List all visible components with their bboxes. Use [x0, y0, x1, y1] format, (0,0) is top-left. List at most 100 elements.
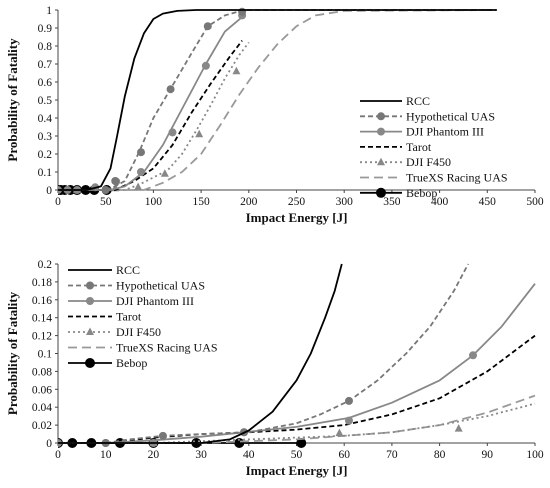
- y-tick-label: 0: [46, 438, 52, 450]
- y-axis-label: Probability of Fatality: [5, 291, 20, 415]
- y-tick-label: 0.08: [32, 366, 52, 378]
- y-tick-label: 0.1: [38, 167, 53, 179]
- y-tick-label: 0.9: [38, 23, 53, 35]
- data-point-dji-phantom-iii: [201, 61, 210, 70]
- legend-label-truexs-racing-uas: TrueXS Racing UAS: [116, 341, 218, 355]
- series-line-dji-phantom-iii: [58, 14, 245, 191]
- series-line-tarot: [58, 40, 243, 191]
- legend-label-truexs-racing-uas: TrueXS Racing UAS: [406, 171, 508, 185]
- legend-label-hypothetical-uas: Hypothetical UAS: [406, 109, 495, 123]
- chart-panel-1: 0 50 100 150 200 250 300 350 400 450 500 0 0.1 0.2 0.3…: [5, 5, 544, 225]
- series-line-dji-f450: [58, 41, 250, 191]
- data-point-hypothetical-uas: [111, 177, 120, 185]
- legend-marker-bebop: [85, 358, 95, 368]
- series-line-tarot: [58, 334, 536, 444]
- series-dji-f450: [58, 41, 250, 193]
- y-tick-label: 0: [46, 185, 52, 197]
- y-tick-label: 0.02: [32, 420, 52, 432]
- legend-marker-dji-phantom-iii: [86, 297, 94, 305]
- data-point-hypothetical-uas: [238, 7, 247, 16]
- x-tick-label: 250: [288, 196, 306, 208]
- legend-marker-bebop: [376, 187, 386, 198]
- legend-label-dji-f450: DJI F450: [406, 155, 451, 169]
- legend-label-rcc: RCC: [116, 263, 140, 277]
- x-tick-label: 70: [386, 449, 398, 461]
- x-tick-label: 200: [240, 196, 258, 208]
- data-point-bebop: [234, 438, 245, 448]
- x-tick-label: 400: [431, 196, 449, 208]
- legend-marker-hypothetical-uas: [377, 112, 385, 121]
- series-line-hypothetical-uas: [58, 263, 469, 444]
- data-point-dji-f450: [195, 129, 204, 138]
- y-axis-label: Probability of Fatality: [5, 38, 20, 162]
- x-tick-label: 450: [479, 196, 497, 208]
- data-point-dji-f450: [335, 428, 344, 437]
- y-tick-label: 0.2: [38, 149, 53, 161]
- x-tick-label: 80: [434, 449, 446, 461]
- series-line-truexs-racing-uas: [58, 394, 536, 444]
- y-tick-label: 0.3: [38, 131, 53, 143]
- data-point-dji-phantom-iii: [168, 128, 177, 137]
- series-line-dji-phantom-iii: [58, 283, 536, 444]
- data-point-hypothetical-uas: [344, 396, 353, 405]
- legend-marker-dji-f450: [86, 327, 94, 335]
- data-point-dji-phantom-iii: [344, 416, 353, 425]
- y-tick-label: 0.7: [38, 59, 53, 71]
- data-point-hypothetical-uas: [136, 148, 145, 157]
- chart-panel-2: 0 10 20 30 40 50 60 70 80 90 100 0 0.02 0.04 0.06 0.08 0…: [5, 259, 544, 478]
- data-point-dji-f450: [232, 66, 241, 75]
- series-truexs-racing-uas: [58, 9, 497, 191]
- legend-label-tarot: Tarot: [116, 310, 142, 324]
- series-tarot: [58, 334, 536, 444]
- x-tick-label: 30: [195, 449, 207, 461]
- x-tick-label: 10: [100, 449, 112, 461]
- data-point-dji-phantom-iii: [136, 168, 145, 176]
- series-rcc: [58, 263, 343, 444]
- series-line-truexs-racing-uas: [58, 9, 497, 191]
- y-tick-label: 0.4: [38, 113, 53, 125]
- y-tick-label: 0.16: [32, 295, 52, 307]
- y-tick-label: 0.1: [38, 349, 53, 361]
- legend-marker-hypothetical-uas: [86, 281, 94, 290]
- series-dji-phantom-iii: [58, 11, 247, 194]
- data-point-hypothetical-uas: [203, 22, 212, 31]
- data-point-bebop: [296, 438, 307, 448]
- data-point-dji-phantom-iii: [468, 351, 477, 360]
- y-tick-label: 0.12: [32, 331, 52, 343]
- x-tick-label: 150: [192, 196, 210, 208]
- x-tick-label: 60: [338, 449, 350, 461]
- x-tick-label: 90: [482, 449, 494, 461]
- x-tick-label: 500: [526, 196, 544, 208]
- legend-marker-dji-phantom-iii: [377, 127, 385, 136]
- series-tarot: [58, 40, 243, 191]
- series-line-hypothetical-uas: [58, 9, 497, 191]
- series-rcc: [58, 9, 497, 191]
- data-point-dji-f450: [160, 169, 169, 177]
- x-tick-label: 40: [243, 449, 255, 461]
- legend-label-dji-phantom-iii: DJI Phantom III: [116, 294, 194, 308]
- series-hypothetical-uas: [58, 7, 497, 194]
- legend-label-tarot: Tarot: [406, 140, 432, 154]
- legend-label-bebop: Bebop: [116, 356, 147, 370]
- legend-label-bebop: Bebop: [406, 186, 437, 200]
- y-tick-label: 0.14: [32, 313, 52, 325]
- series-line-rcc: [58, 263, 343, 444]
- legend-label-rcc: RCC: [406, 94, 430, 108]
- y-tick-label: 0.04: [32, 402, 52, 414]
- x-tick-label: 100: [526, 449, 544, 461]
- series-truexs-racing-uas: [58, 394, 536, 444]
- data-point-hypothetical-uas: [101, 186, 110, 194]
- y-tick-label: 0.18: [32, 277, 52, 289]
- x-tick-label: 300: [336, 196, 354, 208]
- data-point-dji-f450: [454, 424, 463, 432]
- data-point-dji-f450: [134, 182, 143, 191]
- plot-area: [58, 7, 497, 195]
- x-tick-label: 50: [291, 449, 303, 461]
- y-tick-label: 0.06: [32, 384, 52, 396]
- series-line-dji-f450: [58, 402, 536, 444]
- data-point-hypothetical-uas: [158, 431, 167, 440]
- legend-label-hypothetical-uas: Hypothetical UAS: [116, 279, 205, 293]
